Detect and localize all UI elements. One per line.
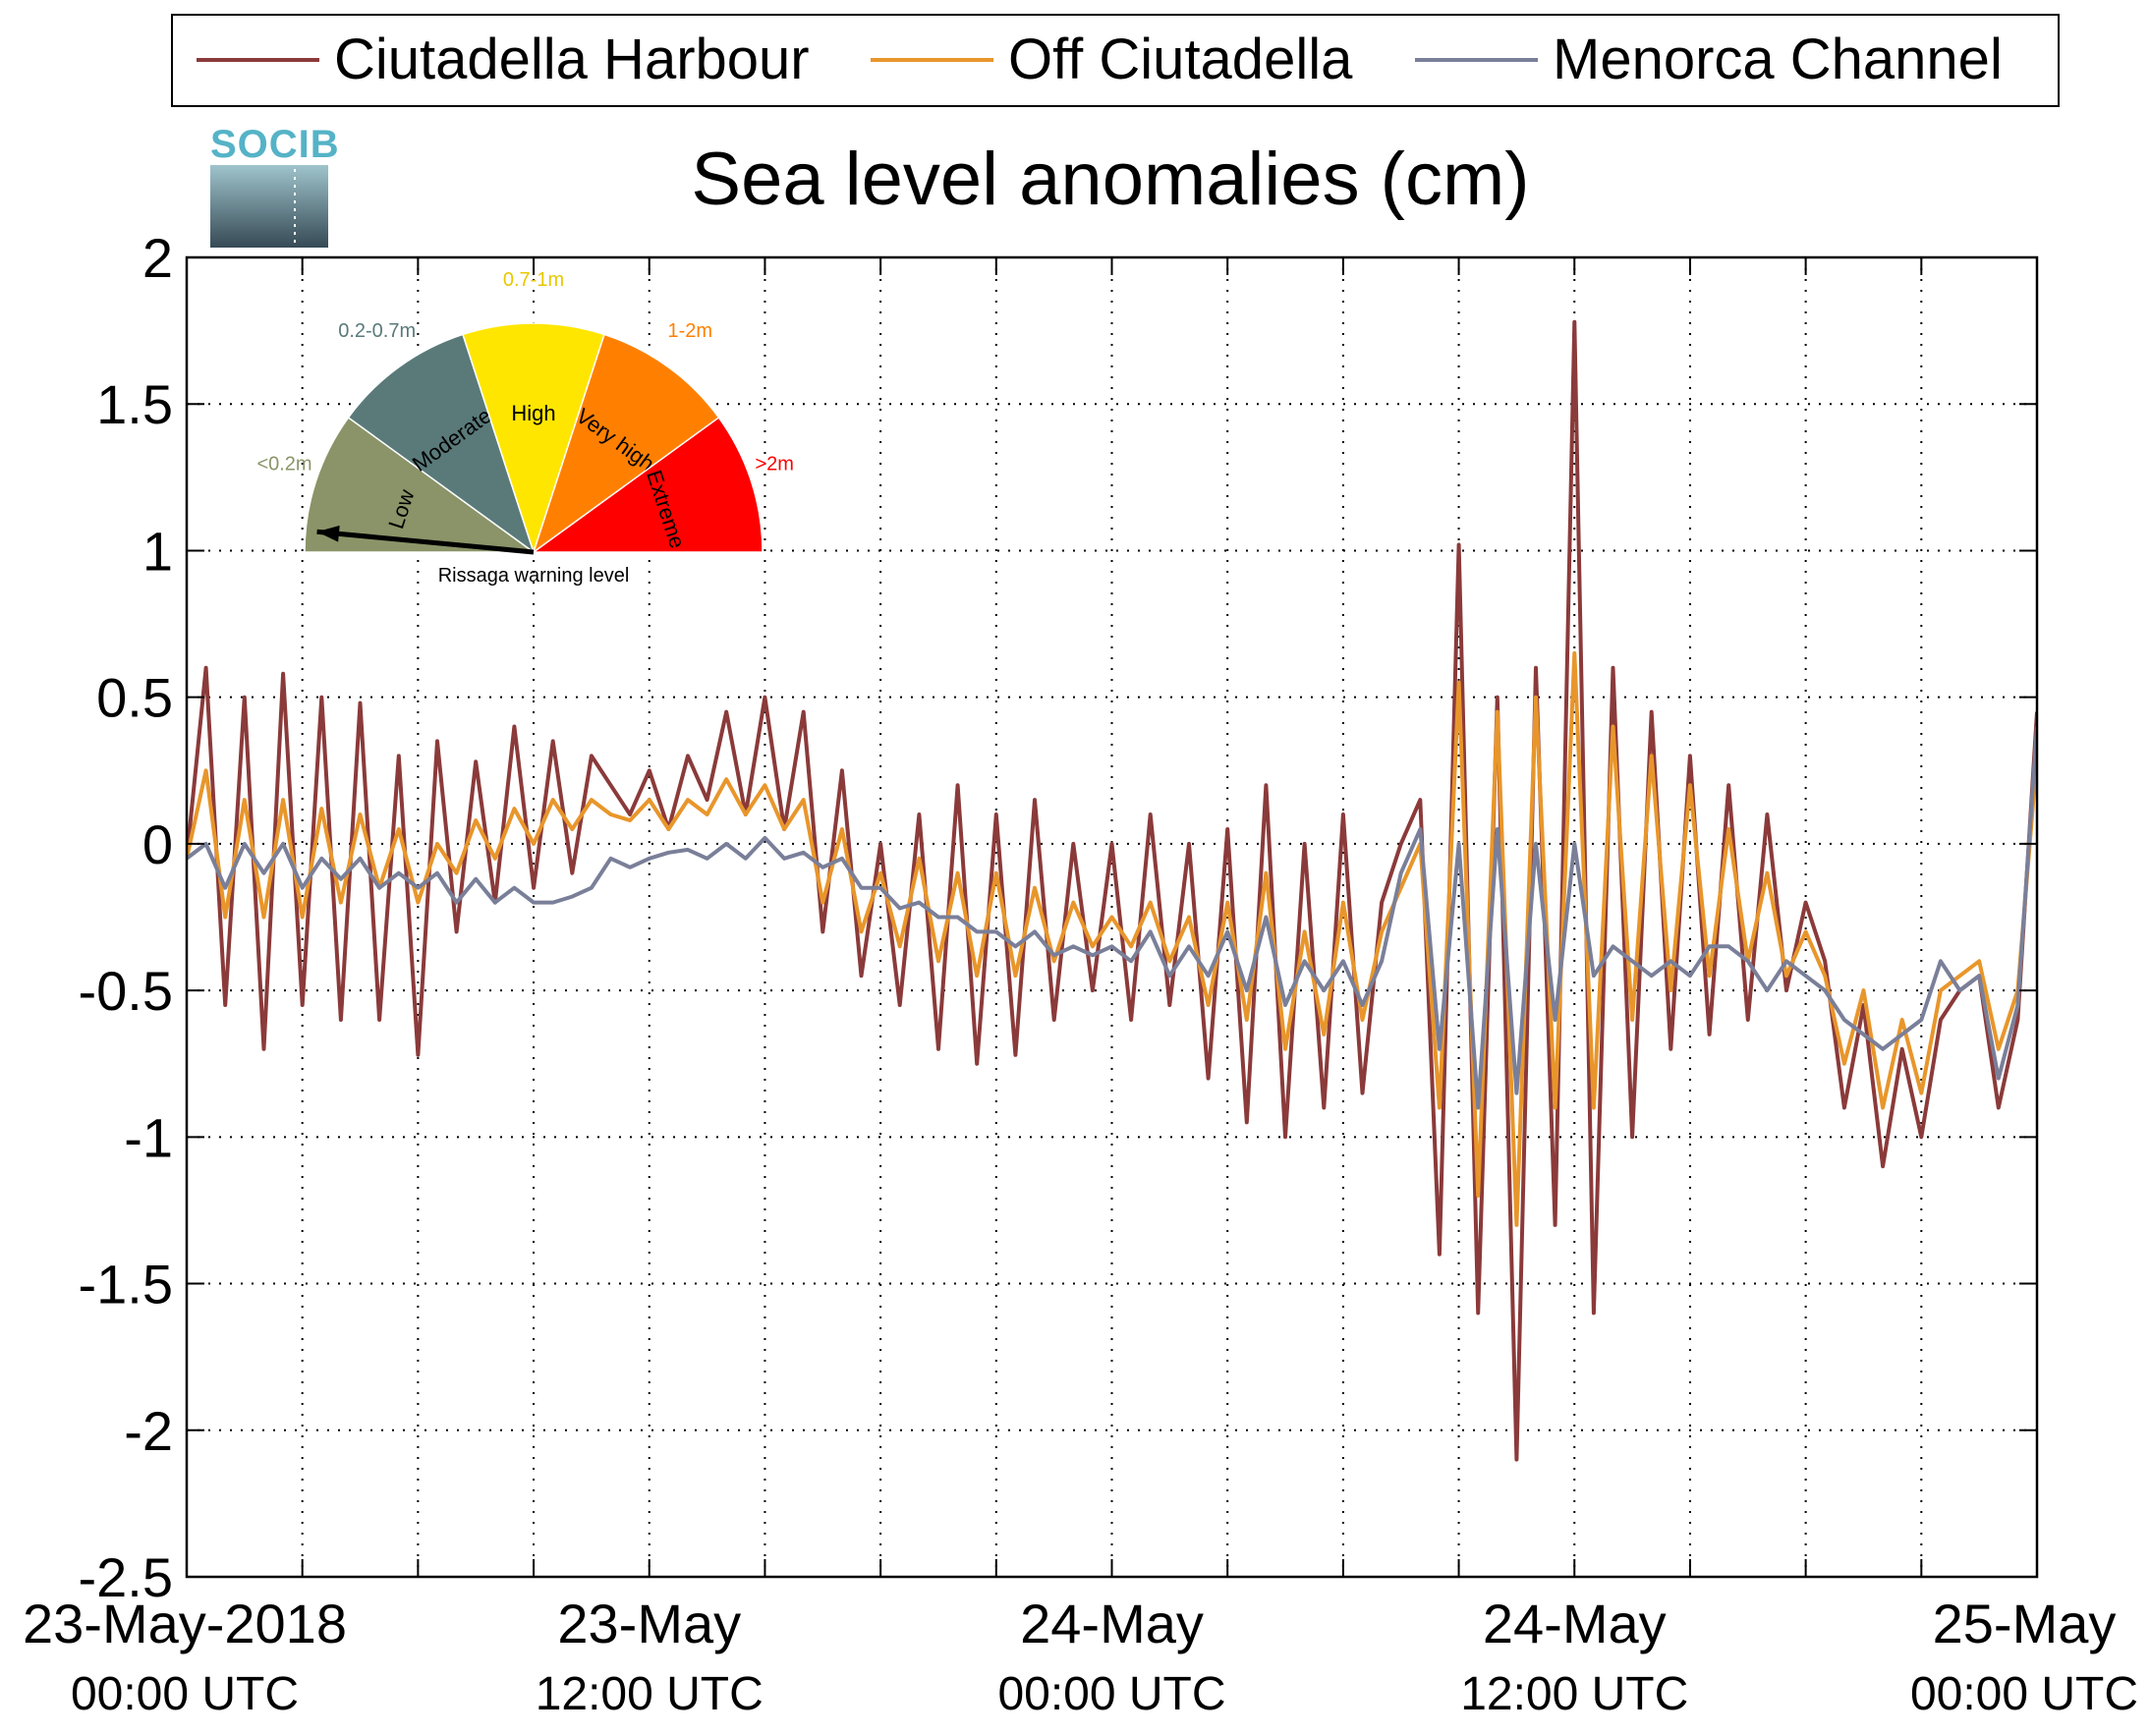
gauge-segment-high	[462, 322, 605, 555]
gauge-label-high: High	[511, 401, 555, 425]
legend-box	[171, 14, 2060, 107]
series-line-off-ciutadella	[187, 650, 2037, 1227]
x-tick-time-label: 00:00 UTC	[1910, 1668, 2138, 1720]
y-tick-label: 0	[142, 813, 173, 875]
gauge-range-low: <0.2m	[256, 453, 311, 475]
chart-title: Sea level anomalies (cm)	[691, 138, 1529, 221]
gauge-pointer-arrowhead	[316, 525, 340, 542]
rissaga-warning-gauge: Rissaga warning level Low<0.2m Moderate0.…	[256, 269, 793, 587]
y-tick-label: 2	[142, 227, 173, 289]
x-tick-time-label: 00:00 UTC	[997, 1668, 1225, 1720]
legend-label-ciutadella-harbour: Ciutadella Harbour	[334, 28, 810, 91]
gauge-range-very-high: 1-2m	[668, 320, 713, 342]
legend-label-off-ciutadella: Off Ciutadella	[1008, 28, 1353, 91]
y-tick-label: -2.5	[79, 1546, 174, 1608]
x-tick-date-label: 23-May-2018	[23, 1593, 347, 1654]
y-tick-label: 1	[142, 520, 173, 582]
gauge-caption: Rissaga warning level	[438, 565, 630, 587]
axis-ticks	[187, 256, 2037, 1578]
series-lines	[187, 319, 2037, 1462]
x-tick-date-label: 23-May	[557, 1593, 741, 1654]
gauge-range-moderate: 0.2-0.7m	[338, 320, 416, 342]
x-tick-date-label: 24-May	[1483, 1593, 1667, 1654]
gauge-segment-very-high	[532, 333, 720, 554]
y-tick-label: 1.5	[96, 373, 173, 435]
y-axis-tick-labels: 2 1.5 1 0.5 0 -0.5 -1 -1.5 -2 -2.5	[79, 227, 174, 1608]
y-tick-label: -1	[124, 1106, 173, 1168]
gauge-segment-low	[304, 416, 537, 553]
gauge-segment-extreme	[531, 416, 764, 553]
x-tick-date-label: 24-May	[1020, 1593, 1204, 1654]
gauge-segment-moderate	[347, 333, 536, 554]
socib-logo-mark	[210, 165, 328, 248]
socib-logo-text: SOCIB	[210, 123, 340, 166]
y-tick-label: -1.5	[79, 1254, 174, 1316]
legend: Ciutadella Harbour Off Ciutadella Menorc…	[171, 14, 2060, 107]
gauge-range-high: 0.7-1m	[503, 269, 564, 291]
x-tick-time-label: 12:00 UTC	[1460, 1668, 1688, 1720]
socib-logo: SOCIB	[210, 123, 340, 248]
y-tick-label: -2	[124, 1400, 173, 1462]
x-tick-date-label: 25-May	[1933, 1593, 2117, 1654]
x-tick-time-label: 00:00 UTC	[71, 1668, 299, 1720]
x-tick-time-label: 12:00 UTC	[536, 1668, 764, 1720]
series-line-menorca-channel	[187, 726, 2037, 1110]
gauge-pointer	[316, 529, 535, 555]
y-tick-label: 0.5	[96, 667, 173, 729]
legend-label-menorca-channel: Menorca Channel	[1553, 28, 2003, 91]
x-axis-tick-labels: 23-May-2018 00:00 UTC 23-May 12:00 UTC 24-Ma…	[23, 1593, 2138, 1720]
gauge-range-extreme: >2m	[755, 453, 793, 475]
y-tick-label: -0.5	[79, 960, 174, 1022]
